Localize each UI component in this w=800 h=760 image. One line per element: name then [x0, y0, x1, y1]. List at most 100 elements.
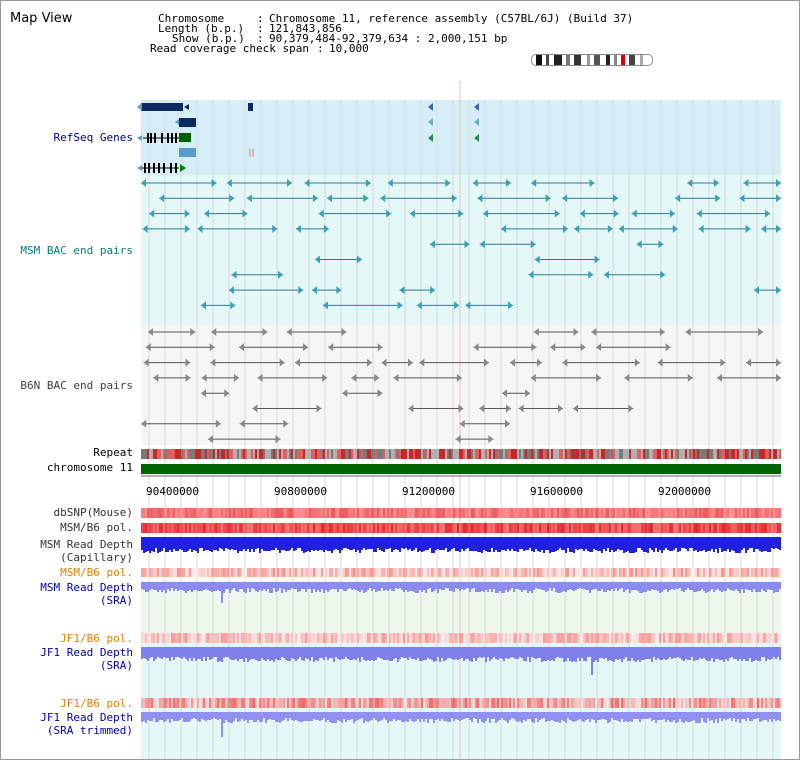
chromosome-ideogram[interactable] [531, 54, 653, 66]
bac-end-arrow [145, 343, 151, 352]
jf1-b6-pol-label[interactable]: JF1/B6 pol. [60, 632, 133, 645]
jf1-sra-depth-bar [185, 647, 187, 659]
jf1-trimmed-depth-bar [247, 712, 249, 723]
msm-sra-depth-bar [501, 582, 503, 593]
jf1-b6-pol-trimmed-cell [513, 698, 515, 708]
bac-end-arrow [228, 286, 234, 295]
msm-capillary-depth-bar [557, 537, 559, 550]
msm-sra-depth-bar [463, 582, 465, 590]
jf1-trimmed-depth-bar [189, 712, 191, 721]
strand-arrow [474, 118, 479, 126]
jf1-b6-pol-cell [741, 633, 743, 643]
jf1-sra-depth-bar [565, 647, 567, 661]
msm-b6-pol-cell [563, 523, 565, 533]
jf1-b6-pol-trimmed-cell [449, 698, 451, 708]
dbsnp-cell [357, 508, 359, 518]
jf1-trimmed-depth-bar [427, 712, 429, 723]
jf1-sra-depth-bar [357, 647, 359, 658]
msm-sra-depth-bar [439, 582, 441, 589]
repeat-segment [647, 449, 649, 459]
jf1-b6-pol-cell [335, 633, 337, 643]
jf1-read-depth-sra-label[interactable]: JF1 Read Depth [40, 646, 133, 659]
jf1-b6-pol-cell [353, 633, 355, 643]
msm-b6-pol-sra-cell [405, 568, 407, 577]
jf1-sra-depth-bar [497, 647, 499, 660]
dbsnp-label[interactable]: dbSNP(Mouse) [53, 506, 133, 519]
msm-read-depth-capillary-label[interactable]: MSM Read Depth [40, 538, 133, 551]
bac-end-arrow [279, 358, 285, 367]
jf1-b6-pol-cell [263, 633, 265, 643]
jf1-b6-pol-trimmed-cell [225, 698, 227, 708]
msm-b6-pol-cell [257, 523, 259, 533]
msm-b6-pol-sra-cell [703, 568, 705, 577]
repeat-segment [643, 449, 645, 459]
msm-b6-pol-sra-cell [729, 568, 731, 577]
bac-end-arrow [687, 179, 693, 187]
jf1-sra-depth-bar [483, 647, 485, 657]
jf1-b6-pol-trimmed-cell [211, 698, 213, 708]
jf1-trimmed-depth-bar [539, 712, 541, 720]
msm-capillary-depth-bar [471, 537, 473, 551]
jf1-b6-pol-trimmed-cell [651, 698, 653, 708]
msm-b6-pol-sra-cell [601, 568, 603, 577]
msm-sra-depth-bar [703, 582, 705, 591]
msm-sra-depth-bar [215, 582, 217, 591]
msm-capillary-depth-bar [625, 537, 627, 552]
jf1-b6-pol-trimmed-cell [423, 698, 425, 708]
msm-b6-pol-sra-cell [315, 568, 317, 577]
msm-capillary-depth-bar [289, 537, 291, 550]
msm-b6-pol-sra-cell [283, 568, 285, 577]
msm-capillary-depth-bar [331, 537, 333, 553]
bac-end-arrow [351, 373, 357, 382]
jf1-sra-depth-bar [571, 647, 573, 662]
jf1-sra-depth-bar [283, 647, 285, 658]
msm-read-depth-sra-label[interactable]: MSM Read Depth [40, 581, 133, 594]
jf1-b6-pol-cell [611, 633, 613, 643]
jf1-sra-depth-bar [621, 647, 623, 662]
dbsnp-cell [229, 508, 231, 518]
jf1-b6-pol-trimmed-cell [775, 698, 777, 708]
jf1-b6-pol-trimmed-label[interactable]: JF1/B6 pol. [60, 697, 133, 710]
jf1-b6-pol-cell [397, 633, 399, 643]
msm-sra-depth-bar [725, 582, 727, 591]
msm-bac-label[interactable]: MSM BAC end pairs [20, 244, 133, 257]
msm-b6-pol-cell [685, 523, 687, 533]
repeat-segment [639, 449, 641, 459]
msm-capillary-depth-bar [615, 537, 617, 551]
jf1-sra-depth-bar [241, 647, 243, 659]
msm-b6-pol-sra-cell [695, 568, 697, 577]
jf1-trimmed-depth-bar [439, 712, 441, 721]
jf1-b6-pol-trimmed-cell [193, 698, 195, 708]
jf1-b6-pol-trimmed-cell [435, 698, 437, 708]
jf1-trimmed-depth-bar [651, 712, 653, 721]
refseq-label[interactable]: RefSeq Genes [53, 131, 133, 144]
msm-sra-depth-bar [659, 582, 661, 593]
msm-sra-depth-bar [527, 582, 529, 593]
msm-capillary-depth-bar [351, 537, 353, 550]
msm-b6-pol-sra-cell [481, 568, 483, 577]
jf1-trimmed-depth-bar [517, 712, 519, 722]
repeat-segment [211, 449, 213, 459]
msm-b6-pol-cell [299, 523, 301, 533]
msm-b6-pol-label[interactable]: MSM/B6 pol. [60, 521, 133, 534]
msm-sra-depth-bar [243, 582, 245, 592]
jf1-b6-pol-cell [291, 633, 293, 643]
jf1-b6-pol-cell [557, 633, 559, 643]
show-value: 90,379,484-92,379,634 : 2,000,151 bp [269, 32, 508, 45]
msm-capillary-depth-bar [695, 537, 697, 550]
b6n-bac-label[interactable]: B6N BAC end pairs [20, 379, 133, 392]
msm-sra-depth-bar [739, 582, 741, 593]
msm-sra-depth-bar [155, 582, 157, 590]
jf1-sra-depth-bar [257, 647, 259, 661]
jf1-read-depth-trimmed-label[interactable]: JF1 Read Depth [40, 711, 133, 724]
jf1-b6-pol-cell [343, 633, 345, 643]
msm-b6-pol-sra-label[interactable]: MSM/B6 pol. [60, 566, 133, 579]
msm-capillary-depth-bar [371, 537, 373, 549]
dbsnp-cell [773, 508, 775, 518]
jf1-b6-pol-trimmed-cell [203, 698, 205, 708]
dbsnp-cell [399, 508, 401, 518]
dbsnp-cell [425, 508, 427, 518]
dbsnp-cell [495, 508, 497, 518]
msm-b6-pol-sra-cell [483, 568, 485, 577]
